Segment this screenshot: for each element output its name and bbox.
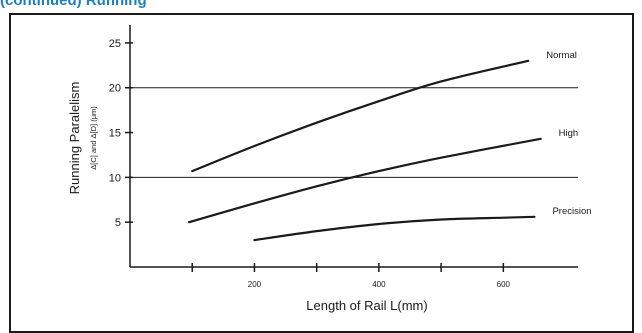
x-axis-label: Length of Rail L(mm) [306,298,427,313]
series-lines [188,59,542,242]
series-label-normal: Normal [546,50,577,61]
series-line-high [188,137,542,224]
y-tick-label-10: 10 [109,172,121,184]
y-axis-ticks: 5 10 15 20 25 [109,38,133,229]
x-axis-ticks: 200 400 600 [191,263,511,289]
series-label-high: High [559,128,579,139]
x-tick-label-600: 600 [497,280,511,289]
series-labels: Normal High Precision [546,50,591,217]
series-label-precision: Precision [552,206,591,217]
y-tick-label-15: 15 [109,128,121,140]
series-line-normal [191,59,530,173]
y-tick-label-20: 20 [109,83,121,95]
y-axis-label: Running Paralelism [67,82,82,195]
gridlines [130,87,578,178]
x-tick-label-400: 400 [372,280,386,289]
series-line-precision [253,215,536,242]
y-tick-label-5: 5 [115,217,121,229]
y-axis-sublabel: Δ[C] and Δ[D] (μm) [89,106,98,170]
section-header: (continued) Running [0,0,147,9]
x-tick-label-200: 200 [248,280,262,289]
y-tick-label-25: 25 [109,38,121,50]
